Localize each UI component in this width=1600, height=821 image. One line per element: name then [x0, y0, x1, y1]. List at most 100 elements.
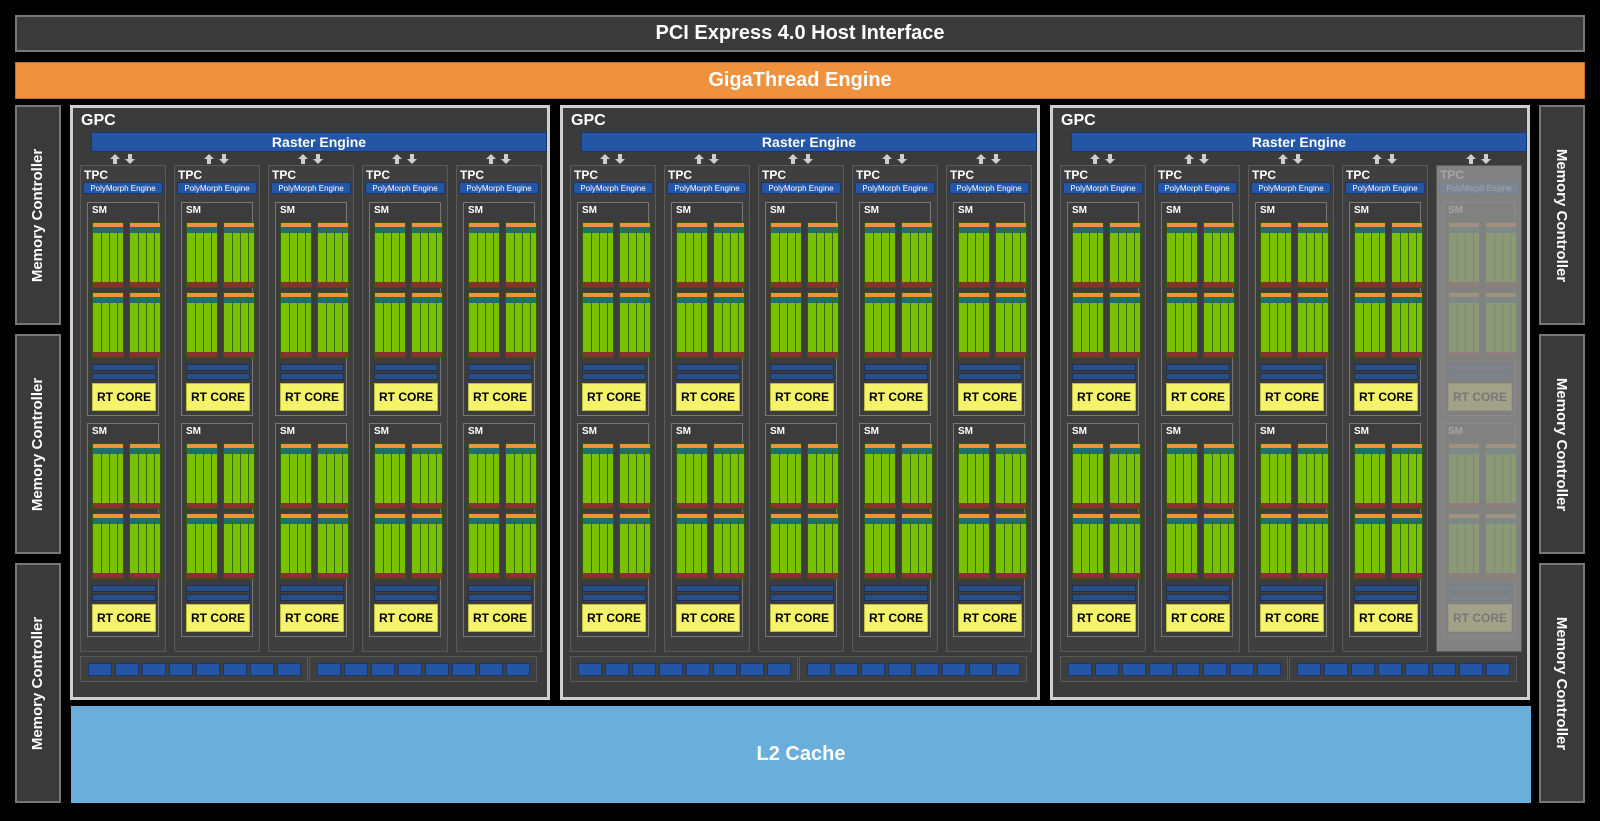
warp-scheduler — [469, 518, 499, 524]
core-divider — [109, 520, 110, 573]
memory-controller-left-1: Memory Controller — [15, 105, 61, 325]
core-divider — [636, 229, 637, 282]
texture-unit — [888, 663, 912, 676]
tpc-label: TPC — [668, 168, 692, 182]
processing-block — [676, 443, 708, 509]
sm-label: SM — [186, 205, 201, 216]
warp-scheduler — [1204, 448, 1234, 454]
core-divider — [428, 229, 429, 282]
core-divider — [628, 299, 629, 352]
core-divider — [1502, 299, 1503, 352]
bidirectional-arrow-icon — [1184, 154, 1209, 164]
sm-label: SM — [582, 205, 597, 216]
core-divider — [685, 229, 686, 282]
cache-strip — [958, 364, 1022, 371]
core-divider — [1363, 520, 1364, 573]
sm-label: SM — [186, 426, 201, 437]
bidirectional-arrow-icon — [1090, 154, 1115, 164]
sm-label: SM — [1260, 205, 1275, 216]
warp-scheduler — [714, 227, 744, 233]
core-divider — [1212, 299, 1213, 352]
sm-block: SM RT CORE — [577, 423, 651, 637]
processing-block — [901, 443, 933, 509]
sm-label: SM — [770, 426, 785, 437]
warp-scheduler — [281, 518, 311, 524]
core-divider — [787, 520, 788, 573]
bidirectional-arrow-icon — [976, 154, 1001, 164]
core-divider — [514, 450, 515, 503]
tpc-label: TPC — [1064, 168, 1088, 182]
core-divider — [779, 229, 780, 282]
core-divider — [1228, 229, 1229, 282]
core-divider — [1118, 299, 1119, 352]
core-divider — [326, 520, 327, 573]
sm-label: SM — [1166, 205, 1181, 216]
core-divider — [918, 229, 919, 282]
rt-core: RT CORE — [1354, 604, 1418, 632]
warp-scheduler — [1449, 297, 1479, 303]
warp-scheduler — [224, 297, 254, 303]
processing-block — [1072, 443, 1104, 509]
core-divider — [297, 299, 298, 352]
core-divider — [824, 450, 825, 503]
sm-block: SM RT CORE — [765, 423, 839, 637]
cache-strip — [582, 585, 646, 592]
texture-strip — [582, 594, 646, 601]
texture-unit — [1297, 663, 1321, 676]
core-divider — [477, 299, 478, 352]
warp-scheduler — [412, 227, 442, 233]
processing-block — [958, 222, 990, 288]
rt-core: RT CORE — [280, 383, 344, 411]
core-divider — [926, 229, 927, 282]
warp-scheduler — [1110, 297, 1140, 303]
texture-unit — [1203, 663, 1227, 676]
sm-label: SM — [374, 426, 389, 437]
core-divider — [1457, 299, 1458, 352]
texture-strip — [1072, 594, 1136, 601]
core-divider — [832, 299, 833, 352]
core-divider — [779, 450, 780, 503]
core-divider — [975, 299, 976, 352]
warp-scheduler — [281, 227, 311, 233]
core-divider — [211, 450, 212, 503]
cache-strip — [186, 364, 250, 371]
core-divider — [436, 520, 437, 573]
processing-block — [505, 443, 537, 509]
core-divider — [297, 229, 298, 282]
processing-block — [676, 292, 708, 358]
processing-block — [995, 513, 1027, 579]
processing-block — [1448, 443, 1480, 509]
texture-strip — [676, 373, 740, 380]
core-divider — [824, 520, 825, 573]
processing-block — [958, 443, 990, 509]
core-divider — [1306, 299, 1307, 352]
core-divider — [1371, 520, 1372, 573]
core-divider — [399, 229, 400, 282]
core-divider — [1400, 450, 1401, 503]
sm-block: SM RT CORE — [1161, 423, 1235, 637]
processing-block — [1354, 222, 1386, 288]
processing-block — [1354, 443, 1386, 509]
core-divider — [644, 229, 645, 282]
rt-core: RT CORE — [1448, 383, 1512, 411]
rt-core: RT CORE — [468, 604, 532, 632]
cache-strip — [676, 585, 740, 592]
core-divider — [591, 450, 592, 503]
processing-block — [280, 443, 312, 509]
core-divider — [1175, 450, 1176, 503]
core-divider — [1502, 520, 1503, 573]
warp-scheduler — [620, 297, 650, 303]
core-divider — [1314, 299, 1315, 352]
processing-block — [317, 443, 349, 509]
core-divider — [1277, 229, 1278, 282]
processing-block — [995, 292, 1027, 358]
sm-block: SM RT CORE — [1255, 423, 1329, 637]
memory-controller-right-2: Memory Controller — [1539, 334, 1585, 554]
rt-core: RT CORE — [374, 383, 438, 411]
core-divider — [599, 520, 600, 573]
processing-block — [223, 222, 255, 288]
tpc-label: TPC — [1346, 168, 1370, 182]
warp-scheduler — [1167, 518, 1197, 524]
bidirectional-arrow-icon — [600, 154, 625, 164]
core-divider — [824, 229, 825, 282]
